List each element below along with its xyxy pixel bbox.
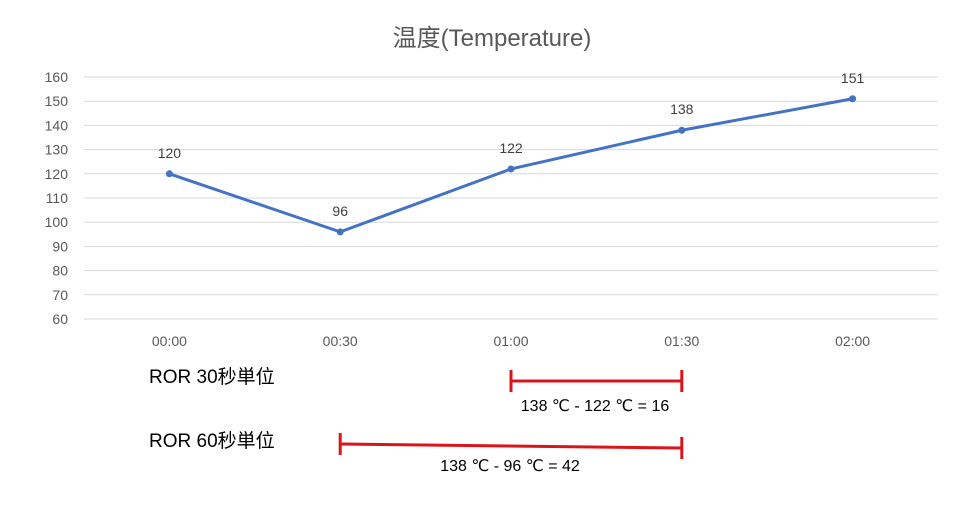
data-label: 96 [332,203,348,219]
ror-60-label: ROR 60秒単位 [149,430,275,452]
y-tick-label: 160 [45,69,69,85]
ror-30-label: ROR 30秒単位 [149,366,275,388]
y-tick-label: 140 [45,117,69,133]
data-point [678,126,686,134]
ror-30-annotation: ROR 30秒単位 138 ℃ - 122 ℃ = 16 [149,366,684,415]
y-tick-label: 70 [52,287,68,303]
data-point [336,228,344,236]
y-tick-label: 110 [46,190,69,206]
data-point [849,95,857,103]
data-label: 122 [499,140,523,156]
series-line [168,97,853,234]
x-tick-label: 00:00 [152,333,187,349]
data-label: 138 [670,101,694,117]
data-labels: 120 96 122 138 151 [158,70,865,219]
grid-lines [84,76,938,320]
x-tick-label: 01:30 [664,333,699,349]
y-tick-label: 150 [45,93,69,109]
ror-60-equation: 138 ℃ - 96 ℃ = 42 [440,458,580,475]
series-layer [165,95,857,236]
ror-30-equation: 138 ℃ - 122 ℃ = 16 [521,398,670,415]
y-tick-label: 60 [52,311,68,327]
x-axis-ticks: 00:00 00:30 01:00 01:30 02:00 [152,333,870,349]
ror-60-bracket [338,433,684,459]
y-axis-ticks: 60 70 80 90 100 110 120 130 140 150 160 [45,69,69,327]
y-tick-label: 90 [52,238,68,254]
x-tick-label: 01:00 [493,333,528,349]
x-tick-label: 00:30 [323,333,358,349]
data-label: 151 [841,70,865,86]
x-tick-label: 02:00 [835,333,870,349]
ror-60-annotation: ROR 60秒単位 138 ℃ - 96 ℃ = 42 [149,430,684,475]
data-label: 120 [158,145,182,161]
y-tick-label: 100 [45,214,69,230]
chart-title: 温度(Temperature) [393,25,592,52]
y-tick-label: 80 [52,263,68,279]
data-point [165,170,173,178]
y-tick-label: 130 [45,142,69,158]
bracket-line [340,442,682,450]
y-tick-label: 120 [45,166,69,182]
ror-30-bracket [509,370,684,392]
data-point [507,165,515,173]
